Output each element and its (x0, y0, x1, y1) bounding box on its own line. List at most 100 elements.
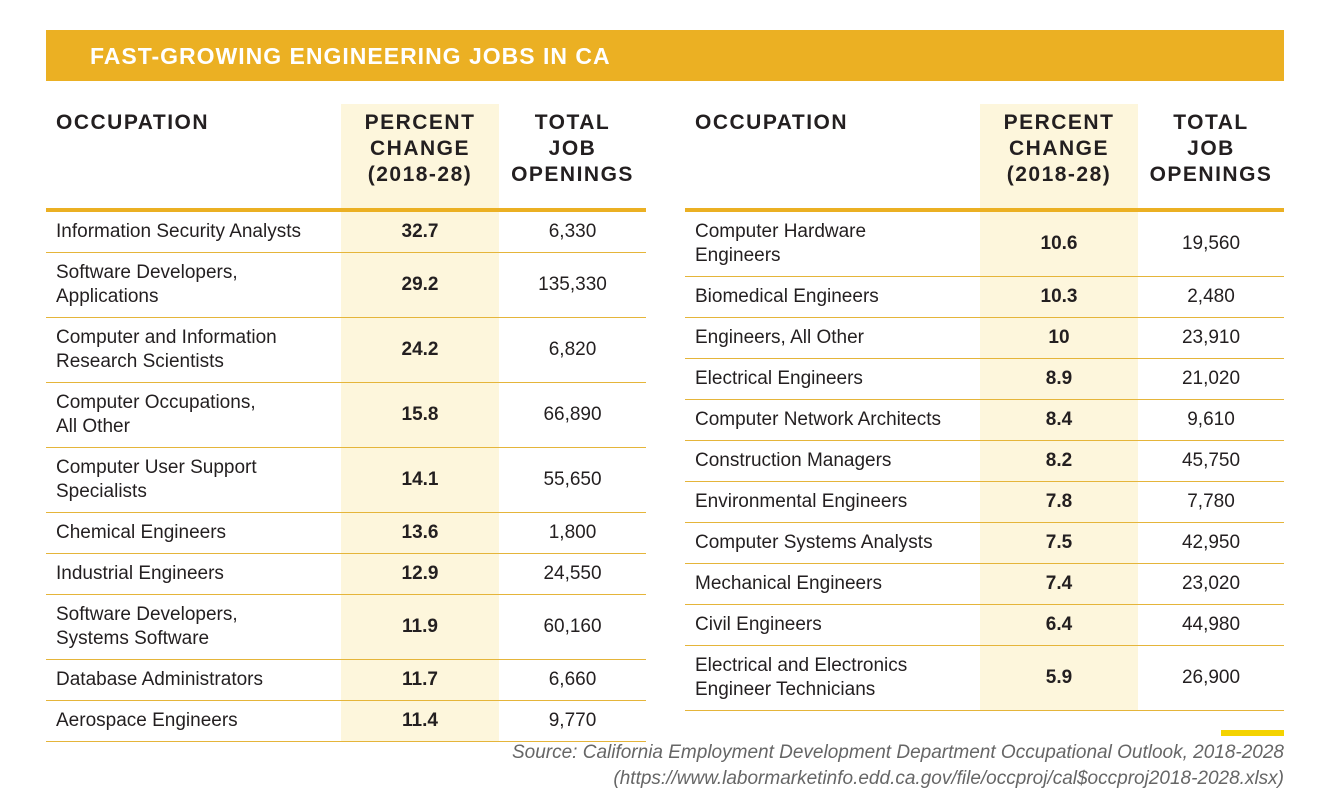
row: Computer Hardware Engineers 10.6 19,560 (685, 210, 1284, 277)
row: Environmental Engineers 7.8 7,780 (685, 481, 1284, 523)
row: Mechanical Engineers 7.4 23,020 (685, 563, 1284, 605)
cell: 26,900 (1138, 645, 1284, 711)
cell: Aerospace Engineers (46, 700, 341, 742)
cell: Computer Network Architects (685, 399, 980, 441)
row: Chemical Engineers 13.6 1,800 (46, 512, 646, 554)
row: Electrical and Electronics Engineer Tech… (685, 645, 1284, 711)
cell: 24.2 (341, 317, 499, 383)
cell: 45,750 (1138, 440, 1284, 482)
cell: Database Administrators (46, 659, 341, 701)
row: Aerospace Engineers 11.4 9,770 (46, 700, 646, 742)
row: Engineers, All Other 10 23,910 (685, 317, 1284, 359)
cell: 29.2 (341, 252, 499, 318)
row: Computer User Support Specialists 14.1 55,… (46, 447, 646, 513)
header-cell: OCCUPATION (46, 104, 341, 212)
cell: 9,610 (1138, 399, 1284, 441)
row: Electrical Engineers 8.9 21,020 (685, 358, 1284, 400)
cell: Software Developers, Systems Software (46, 594, 341, 660)
cell: 60,160 (499, 594, 646, 660)
cell: 10 (980, 317, 1138, 359)
cell: 6,660 (499, 659, 646, 701)
cell: Chemical Engineers (46, 512, 341, 554)
table-right: OCCUPATION PERCENT CHANGE (2018-28) TOTAL … (685, 104, 1284, 711)
header-cell: TOTAL JOB OPENINGS (499, 104, 646, 212)
row: Database Administrators 11.7 6,660 (46, 659, 646, 701)
cell: Electrical Engineers (685, 358, 980, 400)
source-line: (https://www.labormarketinfo.edd.ca.gov/… (613, 768, 1284, 789)
cell: 10.6 (980, 210, 1138, 277)
cell: 15.8 (341, 382, 499, 448)
row: Biomedical Engineers 10.3 2,480 (685, 276, 1284, 318)
cell: Computer Hardware Engineers (685, 210, 980, 277)
row: Computer Systems Analysts 7.5 42,950 (685, 522, 1284, 564)
cell: 11.9 (341, 594, 499, 660)
cell: 5.9 (980, 645, 1138, 711)
cell: 9,770 (499, 700, 646, 742)
cell: 10.3 (980, 276, 1138, 318)
row: Civil Engineers 6.4 44,980 (685, 604, 1284, 646)
cell: 11.4 (341, 700, 499, 742)
cell: Computer and Information Research Scient… (46, 317, 341, 383)
cell: 24,550 (499, 553, 646, 595)
cell: Computer User Support Specialists (46, 447, 341, 513)
cell: 42,950 (1138, 522, 1284, 564)
cell: 7.8 (980, 481, 1138, 523)
cell: 8.4 (980, 399, 1138, 441)
cell: 19,560 (1138, 210, 1284, 277)
cell: 1,800 (499, 512, 646, 554)
cell: 23,020 (1138, 563, 1284, 605)
cell: Mechanical Engineers (685, 563, 980, 605)
cell: Environmental Engineers (685, 481, 980, 523)
header-cell: PERCENT CHANGE (2018-28) (980, 104, 1138, 212)
cell: Computer Occupations, All Other (46, 382, 341, 448)
cell: Industrial Engineers (46, 553, 341, 595)
row: Software Developers, Applications 29.2 135… (46, 252, 646, 318)
cell: 6,330 (499, 210, 646, 253)
cell: Engineers, All Other (685, 317, 980, 359)
header-row: OCCUPATION PERCENT CHANGE (2018-28) TOTAL … (46, 104, 646, 212)
accent-bar (1221, 730, 1284, 736)
cell: 21,020 (1138, 358, 1284, 400)
header-cell: TOTAL JOB OPENINGS (1138, 104, 1284, 212)
cell: Electrical and Electronics Engineer Tech… (685, 645, 980, 711)
cell: 2,480 (1138, 276, 1284, 318)
cell: Construction Managers (685, 440, 980, 482)
table-left: OCCUPATION PERCENT CHANGE (2018-28) TOTAL … (46, 104, 646, 742)
cell: 7.5 (980, 522, 1138, 564)
cell: 8.2 (980, 440, 1138, 482)
row: Industrial Engineers 12.9 24,550 (46, 553, 646, 595)
row: Software Developers, Systems Software 11.… (46, 594, 646, 660)
cell: 11.7 (341, 659, 499, 701)
row: Computer Occupations, All Other 15.8 66,89… (46, 382, 646, 448)
row: Construction Managers 8.2 45,750 (685, 440, 1284, 482)
cell: 14.1 (341, 447, 499, 513)
cell: 55,650 (499, 447, 646, 513)
cell: 66,890 (499, 382, 646, 448)
cell: 135,330 (499, 252, 646, 318)
title-band: FAST-GROWING ENGINEERING JOBS IN CA (46, 30, 1284, 81)
cell: 32.7 (341, 210, 499, 253)
row: Information Security Analysts 32.7 6,330 (46, 210, 646, 253)
source-line: Source: California Employment Developmen… (511, 742, 1284, 763)
row: Computer and Information Research Scient… (46, 317, 646, 383)
header-cell: OCCUPATION (685, 104, 980, 212)
header-cell: PERCENT CHANGE (2018-28) (341, 104, 499, 212)
cell: Biomedical Engineers (685, 276, 980, 318)
cell: 23,910 (1138, 317, 1284, 359)
cell: Information Security Analysts (46, 210, 341, 253)
cell: 8.9 (980, 358, 1138, 400)
source: Source: California Employment Developmen… (512, 740, 1284, 792)
row: Computer Network Architects 8.4 9,610 (685, 399, 1284, 441)
cell: 7,780 (1138, 481, 1284, 523)
header-row: OCCUPATION PERCENT CHANGE (2018-28) TOTAL … (685, 104, 1284, 212)
cell: 7.4 (980, 563, 1138, 605)
cell: Civil Engineers (685, 604, 980, 646)
title: FAST-GROWING ENGINEERING JOBS IN CA (90, 43, 611, 69)
cell: 13.6 (341, 512, 499, 554)
cell: 12.9 (341, 553, 499, 595)
cell: Computer Systems Analysts (685, 522, 980, 564)
cell: 6,820 (499, 317, 646, 383)
cell: 6.4 (980, 604, 1138, 646)
cell: 44,980 (1138, 604, 1284, 646)
